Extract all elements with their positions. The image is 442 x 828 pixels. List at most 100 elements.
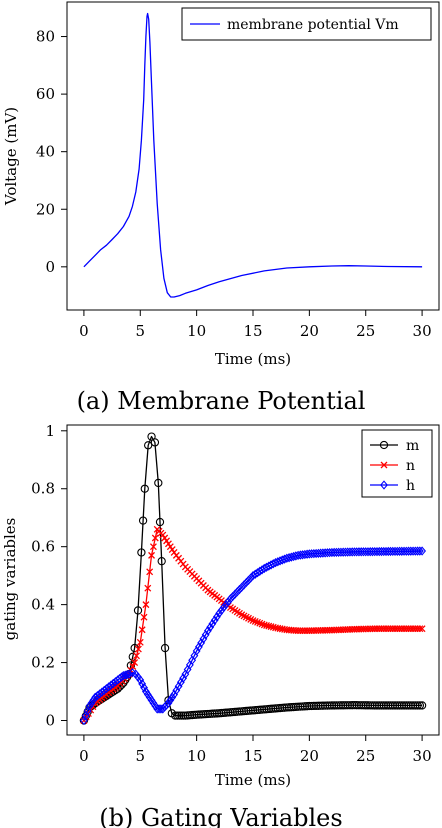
y-tick-label: 60 [36, 85, 55, 103]
data-point [244, 575, 253, 585]
series-line-n [83, 528, 423, 721]
data-point [125, 669, 133, 679]
y-tick-label: 40 [36, 143, 55, 161]
data-point [282, 553, 291, 563]
data-point [215, 608, 224, 618]
data-point [140, 613, 148, 621]
data-point [138, 626, 146, 634]
series-line-membrane [83, 12, 423, 298]
x-tick-label: 20 [300, 747, 319, 765]
x-axis-title: Time (ms) [215, 771, 291, 789]
caption-b: (b) Gating Variables [99, 804, 342, 828]
data-point [134, 645, 142, 653]
data-point [136, 638, 144, 646]
data-point [117, 672, 126, 682]
data-point [137, 548, 146, 557]
legend-marker-m [379, 440, 389, 450]
y-tick-label: 0 [45, 712, 55, 730]
plot-frame [66, 1, 440, 311]
data-point [95, 689, 104, 699]
series-markers-n [80, 525, 426, 724]
x-tick-label: 10 [187, 322, 206, 340]
legend-box [361, 429, 433, 498]
data-point [415, 701, 424, 710]
x-tick-label: 15 [243, 322, 262, 340]
data-point [150, 438, 160, 447]
series-layer [79, 432, 427, 726]
legend-label-n: n [406, 458, 415, 474]
y-tick-label: 0 [45, 258, 55, 276]
data-point [242, 577, 251, 588]
data-point [172, 685, 181, 696]
data-point [136, 675, 145, 685]
data-point [289, 551, 298, 562]
x-tick-label: 25 [356, 322, 375, 340]
data-point [213, 612, 221, 622]
data-point [154, 478, 163, 488]
data-point [233, 587, 242, 597]
x-tick-label: 25 [356, 747, 375, 765]
y-axis-title: Voltage (mV) [2, 107, 20, 206]
data-point [418, 546, 427, 556]
data-point [155, 517, 165, 527]
y-tick-label: 20 [36, 200, 55, 218]
data-point [131, 659, 139, 667]
x-tick-label: 0 [79, 747, 89, 765]
data-point [170, 689, 179, 700]
y-tick-label: 0.8 [31, 480, 55, 498]
data-point [104, 682, 113, 692]
data-point [133, 652, 140, 660]
data-point [160, 643, 170, 653]
data-point [140, 484, 149, 493]
data-point [413, 701, 422, 710]
x-axis-title: Time (ms) [215, 350, 291, 368]
legend-label-vm-text: membrane potential Vm [227, 17, 399, 33]
data-point [224, 597, 233, 607]
data-point [162, 700, 171, 710]
data-point [166, 695, 175, 705]
x-tick-label: 10 [187, 747, 206, 765]
data-point [100, 685, 109, 696]
data-point [240, 580, 248, 590]
series-markers-h [79, 546, 427, 726]
data-point [208, 619, 217, 629]
data-point [133, 606, 143, 615]
data-point [87, 698, 96, 708]
data-point [176, 677, 185, 687]
axis-ticks: 0 5 10 15 20 25 30 0 0.2 0.4 0.6 0.8 1 [31, 422, 431, 765]
x-tick-label: 30 [413, 747, 432, 765]
legend: mnh [361, 429, 433, 498]
data-point [164, 698, 173, 708]
gating-variables-chart: 0 5 10 15 20 25 30 0 0.2 0.4 0.6 0.8 1 mnh Time (ms)… [1, 422, 440, 828]
data-point [235, 584, 244, 595]
data-point [102, 683, 111, 694]
caption-a: (a) Membrane Potential [77, 387, 366, 414]
legend: membrane potential Vm [181, 7, 432, 41]
data-point [206, 622, 215, 632]
data-point [144, 441, 153, 450]
data-point [174, 681, 183, 691]
axis-ticks: 0 5 10 15 20 25 30 0 20 40 60 80 [36, 28, 432, 340]
data-point [237, 582, 246, 592]
y-tick-label: 0.2 [31, 654, 55, 672]
data-point [197, 638, 206, 648]
data-point [89, 695, 98, 705]
data-point [217, 605, 226, 616]
data-point [228, 591, 237, 602]
x-tick-label: 20 [300, 322, 319, 340]
y-axis-title: gating variables [1, 518, 19, 641]
data-point [93, 690, 102, 701]
x-tick-label: 0 [79, 322, 89, 340]
data-point [418, 625, 426, 633]
data-point [285, 553, 293, 563]
series-layer [83, 12, 423, 298]
data-point [107, 680, 115, 690]
legend-marker-n [380, 461, 388, 469]
data-point [138, 679, 147, 689]
data-point [415, 546, 424, 556]
legend-label-vm: membrane potential Vm [227, 17, 399, 33]
data-point [148, 551, 156, 559]
data-point [192, 646, 201, 656]
legend-box [181, 7, 432, 41]
data-point [416, 625, 424, 633]
